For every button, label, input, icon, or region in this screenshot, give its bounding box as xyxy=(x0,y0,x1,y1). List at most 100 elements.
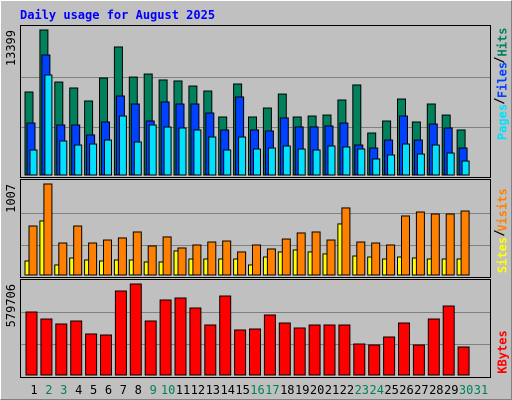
bar xyxy=(238,136,247,176)
bar xyxy=(342,146,351,176)
bar xyxy=(368,344,381,376)
bar xyxy=(386,244,396,276)
bar xyxy=(162,236,172,276)
bar xyxy=(103,239,112,276)
x-tick-label: 18 xyxy=(280,383,294,397)
bar xyxy=(253,148,261,176)
bar xyxy=(353,343,366,376)
x-tick-label: 3 xyxy=(60,383,67,397)
bar xyxy=(249,328,261,376)
bar xyxy=(204,324,217,376)
bar xyxy=(88,242,98,276)
bar xyxy=(431,144,440,176)
bar xyxy=(356,241,366,276)
bar xyxy=(43,183,53,276)
x-tick-label: 7 xyxy=(120,383,127,397)
x-tick-label: 2 xyxy=(45,383,52,397)
bar xyxy=(442,305,455,376)
bar xyxy=(372,158,381,176)
x-tick-label: 4 xyxy=(75,383,82,397)
bar xyxy=(44,74,53,176)
bar xyxy=(208,136,217,176)
bar xyxy=(293,327,306,376)
bar xyxy=(415,211,425,276)
bar xyxy=(402,143,410,176)
x-tick-label: 11 xyxy=(176,383,190,397)
x-tick-label: 30 xyxy=(459,383,473,397)
separator: / xyxy=(492,97,506,104)
panel-frame xyxy=(20,25,491,178)
legend-label: Pages xyxy=(496,104,510,140)
bar xyxy=(28,225,38,276)
bar xyxy=(207,241,217,276)
x-tick-label: 17 xyxy=(265,383,279,397)
x-tick-label: 28 xyxy=(429,383,443,397)
bar xyxy=(282,145,291,176)
x-tick-label: 20 xyxy=(310,383,324,397)
bar xyxy=(193,129,202,176)
x-tick-label: 15 xyxy=(235,383,249,397)
bar xyxy=(73,225,83,276)
bar xyxy=(341,207,351,276)
legend-label: Hits xyxy=(496,28,510,57)
bar xyxy=(222,240,232,276)
bar xyxy=(338,324,351,376)
x-tick-label: 10 xyxy=(161,383,175,397)
x-tick-label: 24 xyxy=(369,383,383,397)
bar xyxy=(237,251,247,276)
bar xyxy=(326,239,336,276)
bar xyxy=(445,213,455,276)
y-tick-label: 579706 xyxy=(4,284,18,327)
bar xyxy=(371,242,381,276)
bar xyxy=(144,320,157,376)
x-tick-label: 23 xyxy=(355,383,369,397)
x-tick-label: 22 xyxy=(340,383,354,397)
x-tick-label: 14 xyxy=(220,383,234,397)
bar xyxy=(412,344,425,376)
separator: / xyxy=(492,56,506,63)
bar xyxy=(132,231,142,276)
separator: / xyxy=(492,229,506,236)
y-tick-label: 13399 xyxy=(4,30,18,66)
bar xyxy=(70,320,83,376)
bar xyxy=(427,318,440,376)
x-tick-label: 16 xyxy=(250,383,264,397)
bar xyxy=(55,323,68,376)
y-tick-label: 1007 xyxy=(4,184,18,213)
bar xyxy=(59,140,68,176)
bar xyxy=(29,149,38,176)
bar xyxy=(118,115,127,176)
bar xyxy=(74,144,83,176)
legend-label: Files xyxy=(496,62,510,98)
bar xyxy=(461,160,470,176)
x-tick-label: 9 xyxy=(150,383,157,397)
bar xyxy=(177,247,187,276)
x-tick-label: 8 xyxy=(135,383,142,397)
bar xyxy=(219,295,232,376)
bar xyxy=(457,346,470,376)
bar xyxy=(387,154,396,176)
bar xyxy=(401,215,410,276)
bar xyxy=(192,244,202,276)
bar xyxy=(148,124,157,176)
bar xyxy=(234,329,247,376)
bar xyxy=(189,307,202,376)
bar xyxy=(263,314,276,376)
bar xyxy=(174,297,187,376)
x-tick-label: 26 xyxy=(399,383,413,397)
legend-label: KBytes xyxy=(496,330,510,373)
bar xyxy=(40,318,53,376)
x-tick-label: 27 xyxy=(414,383,428,397)
bar xyxy=(416,153,425,176)
bar xyxy=(223,149,232,176)
bar xyxy=(104,139,112,176)
bar xyxy=(327,145,336,176)
bar xyxy=(129,283,142,376)
bar xyxy=(266,248,276,276)
bar xyxy=(114,290,127,376)
bar xyxy=(383,336,396,376)
x-tick-label: 19 xyxy=(295,383,309,397)
bar xyxy=(117,237,127,276)
bar xyxy=(133,141,142,176)
